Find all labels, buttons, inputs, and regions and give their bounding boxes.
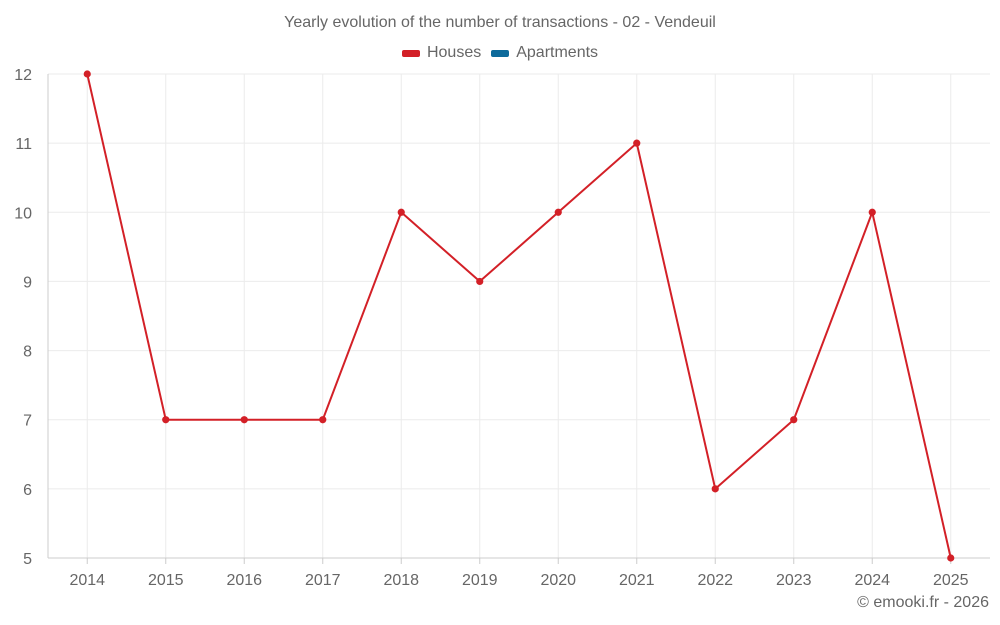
data-point [162,416,170,424]
x-tick-label: 2024 [854,572,890,589]
x-tick-label: 2021 [619,572,655,589]
data-point [711,485,719,493]
data-point [790,416,798,424]
legend-item-apartments[interactable]: Apartments [491,44,598,62]
y-tick-label: 12 [14,67,32,84]
data-point [240,416,248,424]
x-tick-label: 2018 [383,572,419,589]
x-tick-label: 2016 [226,572,262,589]
data-point [554,208,562,216]
data-point [868,208,876,216]
legend-label-apartments: Apartments [516,44,599,61]
data-point [83,70,91,78]
data-point [633,139,641,147]
data-point [397,208,405,216]
data-point [947,554,955,562]
y-tick-label: 7 [23,413,32,430]
x-tick-label: 2023 [776,572,812,589]
y-tick-label: 8 [23,344,32,361]
legend-label-houses: Houses [426,44,482,61]
legend-swatch-houses [401,49,420,57]
x-tick-label: 2020 [540,572,576,589]
data-point [319,416,327,424]
x-tick-label: 2017 [305,572,341,589]
y-tick-label: 6 [23,482,32,499]
watermark: © emooki.fr - 2026 [857,594,989,611]
x-tick-label: 2015 [148,572,184,589]
chart-title: Yearly evolution of the number of transa… [284,14,716,31]
data-point [476,277,484,286]
legend-swatch-apartments [491,49,510,57]
y-tick-label: 11 [15,136,32,153]
y-tick-label: 9 [23,274,32,291]
y-tick-label: 10 [14,205,32,222]
series-line-houses [86,73,952,559]
x-tick-label: 2025 [933,572,969,589]
x-tick-label: 2014 [69,572,105,589]
y-tick-label: 5 [23,551,32,568]
legend-item-houses[interactable]: Houses [401,44,482,62]
legend: Houses Apartments [0,44,1000,62]
x-tick-label: 2022 [697,572,733,589]
x-tick-label: 2019 [462,572,498,589]
